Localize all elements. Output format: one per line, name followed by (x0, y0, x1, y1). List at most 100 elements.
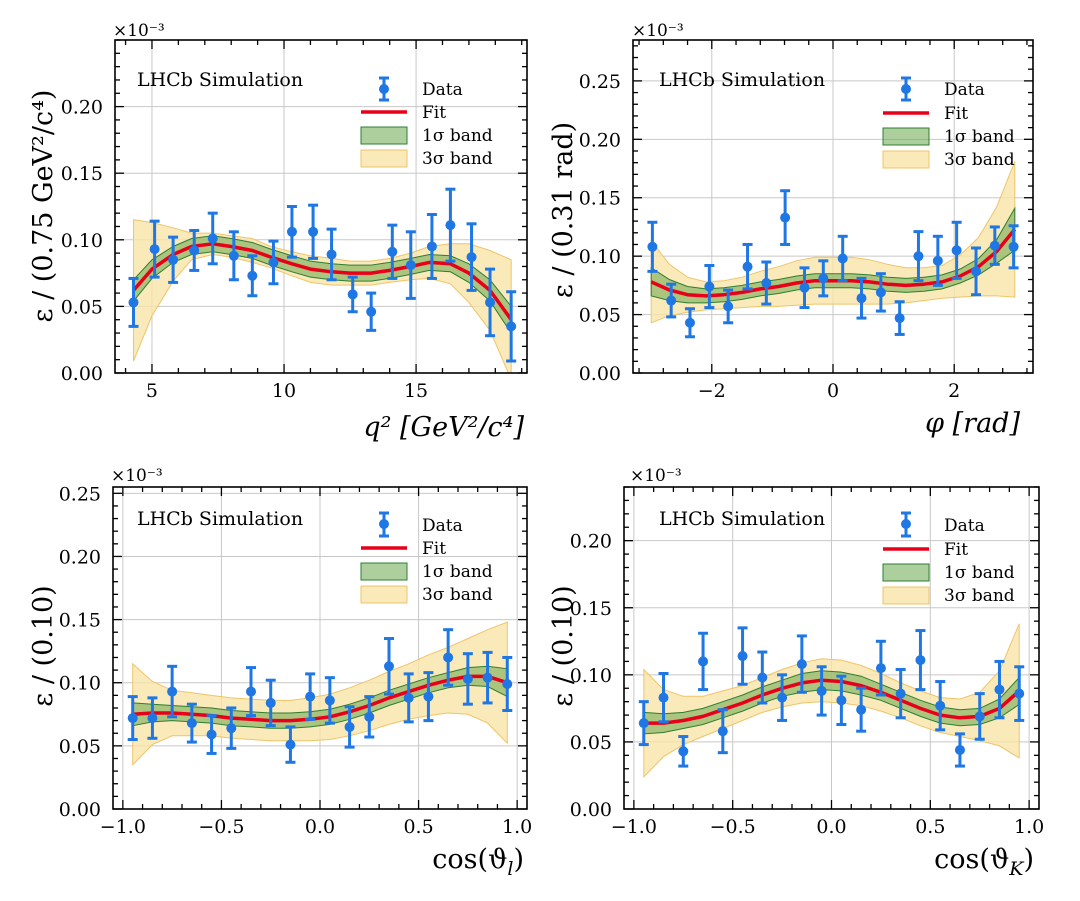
x-axis-label-subscript: l (507, 858, 513, 880)
legend-label-data: Data (422, 80, 463, 100)
legend-1sigma-swatch (360, 126, 408, 145)
y-axis-label: ε / (0.10) (548, 585, 579, 706)
y-tick-label: 0.00 (579, 363, 621, 385)
y-tick-label: 0.20 (59, 546, 101, 568)
data-point (167, 664, 178, 719)
lhcb-watermark: LHCb Simulation (137, 69, 303, 91)
data-point (951, 220, 962, 280)
data-point (305, 672, 316, 721)
y-tick-label: 0.15 (570, 598, 612, 620)
panel-top-right: −2 0 2 0.00 0.05 0.10 0.15 0.20 0.25 ×10⁻³ LHCb … (548, 21, 1034, 439)
x-axis-label-close: ) (1023, 844, 1034, 875)
data-point (286, 205, 297, 259)
data-point (932, 234, 943, 287)
legend-1sigma-swatch (882, 127, 930, 146)
y-scale-multiplier: ×10⁻³ (632, 21, 684, 41)
data-point (149, 219, 160, 279)
data-point (405, 230, 416, 300)
data-point (127, 695, 138, 742)
data-point (796, 634, 807, 694)
data-point (186, 702, 197, 744)
data-point (780, 189, 791, 246)
data-point (971, 246, 982, 297)
data-point (717, 708, 728, 755)
x-axis-label: cos(ϑl) (432, 844, 524, 880)
legend: Data Fit 1σ band 3σ band (360, 511, 493, 605)
fit-curve (132, 674, 508, 723)
data-point (506, 290, 517, 363)
legend-1sigma-swatch (360, 562, 408, 581)
data-point (818, 259, 829, 298)
legend-label-data: Data (422, 516, 463, 536)
y-tick-label: 0.25 (579, 71, 621, 93)
y-tick-label: 0.15 (61, 163, 103, 185)
tick-labels: −1.0 −0.5 0.0 0.5 1.0 0.00 0.05 0.10 0.15 0.20 (570, 531, 1045, 838)
plot-frame (623, 486, 1040, 810)
data-point (894, 300, 905, 336)
data-point (816, 665, 827, 717)
data-point (426, 212, 437, 280)
data-point (226, 706, 237, 750)
legend-label-1sigma: 1σ band (944, 563, 1015, 583)
fit-curve-group (132, 674, 508, 723)
y-scale-multiplier: ×10⁻³ (113, 21, 165, 41)
y-tick-label: 0.25 (59, 483, 101, 505)
lhcb-watermark: LHCb Simulation (137, 508, 303, 530)
y-axis-label: ε / (0.10) (28, 585, 59, 706)
data-point (994, 659, 1005, 720)
legend-label-fit: Fit (944, 540, 968, 560)
data-point (895, 667, 906, 720)
legend-3sigma-swatch (360, 585, 408, 604)
y-scale-multiplier: ×10⁻³ (111, 466, 163, 486)
x-tick-label: 0.5 (915, 816, 945, 838)
band-3sigma (132, 621, 508, 767)
legend-label-3sigma: 3σ band (944, 150, 1015, 170)
data-point (915, 629, 926, 692)
data-point (658, 671, 669, 724)
data-point (206, 714, 217, 755)
data-point (147, 696, 158, 740)
axis-ticks (113, 487, 527, 810)
data-point (344, 705, 355, 749)
legend-data-marker (379, 76, 389, 102)
x-axis-label-close: ) (513, 844, 524, 875)
data-point (466, 222, 477, 292)
legend-label-data: Data (944, 80, 985, 100)
data-points (647, 189, 1019, 339)
y-tick-label: 0.05 (570, 732, 612, 754)
data-point (875, 272, 886, 313)
data-point (384, 637, 394, 696)
x-axis-label: φ [rad] (925, 408, 1020, 439)
legend-3sigma-swatch (882, 586, 930, 605)
y-tick-label: 0.00 (59, 799, 101, 821)
data-point (761, 260, 772, 306)
x-axis-label: q² [GeV²/c⁴] (363, 412, 524, 443)
legend-3sigma-swatch (882, 150, 930, 169)
panel-top-left: 5 10 15 0.00 0.05 0.10 0.15 0.20 ×10⁻³ LHCb Sim… (28, 21, 528, 443)
data-point (189, 228, 200, 272)
data-point (777, 673, 788, 722)
data-point (423, 671, 434, 723)
data-point (366, 291, 377, 332)
data-point (265, 678, 276, 728)
tick-labels: −2 0 2 0.00 0.05 0.10 0.15 0.20 0.25 (579, 71, 961, 402)
uncertainty-bands (133, 219, 512, 373)
x-tick-label: 0.0 (305, 816, 335, 838)
x-tick-label: −0.5 (710, 816, 756, 838)
y-tick-label: 0.15 (579, 188, 621, 210)
data-point (364, 695, 375, 739)
data-point (324, 676, 335, 725)
legend-label-1sigma: 1σ band (944, 127, 1015, 147)
data-point (974, 692, 985, 741)
data-point (742, 242, 753, 291)
y-tick-label: 0.05 (579, 305, 621, 327)
data-point (268, 239, 279, 286)
data-point (443, 628, 454, 687)
plot-frame (114, 39, 528, 374)
data-point (462, 652, 473, 706)
data-point (856, 276, 867, 320)
y-tick-label: 0.10 (59, 673, 101, 695)
y-tick-label: 0.10 (579, 246, 621, 268)
tick-labels: 5 10 15 0.00 0.05 0.10 0.15 0.20 (61, 97, 428, 402)
